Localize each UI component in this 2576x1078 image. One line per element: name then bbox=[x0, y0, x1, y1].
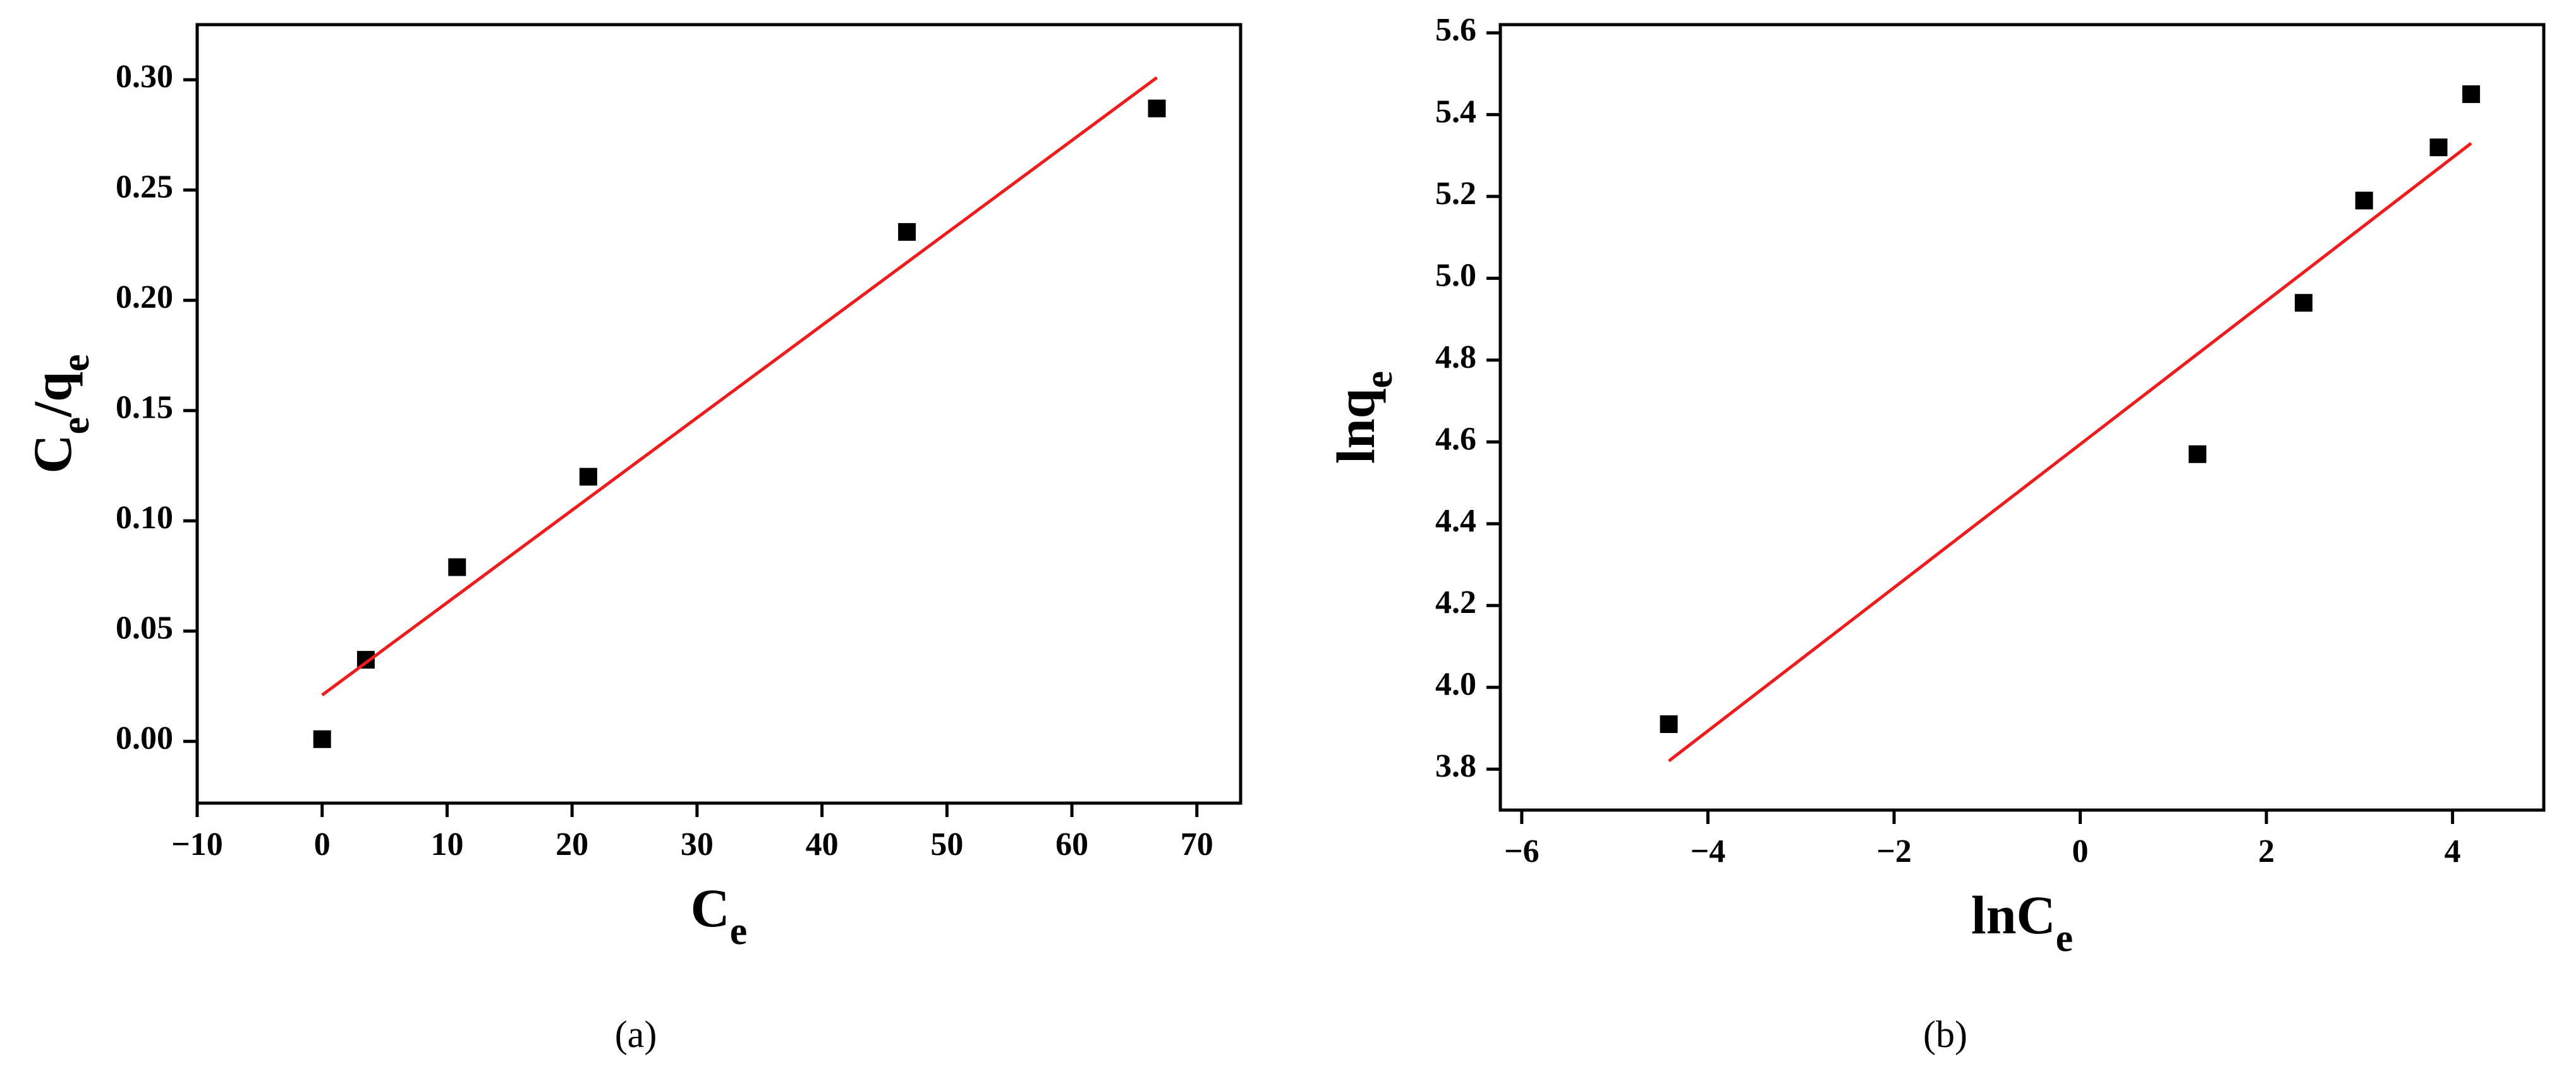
x-tick-label: 4 bbox=[2445, 833, 2461, 869]
y-tick-label: 5.6 bbox=[1435, 12, 1476, 48]
x-axis-label: lnCe bbox=[1971, 885, 2073, 960]
y-tick-label: 4.0 bbox=[1435, 667, 1476, 703]
x-tick-label: 0 bbox=[314, 827, 331, 863]
data-point bbox=[898, 223, 916, 241]
plot-frame bbox=[195, 23, 1242, 805]
caption: (a) bbox=[615, 1014, 657, 1055]
x-tick-label: 70 bbox=[1181, 827, 1213, 863]
data-point bbox=[579, 468, 597, 486]
fit-line bbox=[1668, 142, 2472, 763]
data-point bbox=[448, 558, 466, 576]
x-tick-label: −6 bbox=[1504, 833, 1540, 869]
y-tick-label: 5.2 bbox=[1435, 176, 1476, 212]
y-tick-label: 0.15 bbox=[116, 390, 173, 426]
x-tick-label: 30 bbox=[681, 827, 714, 863]
y-tick-label: 4.2 bbox=[1435, 584, 1476, 621]
data-point bbox=[2189, 445, 2207, 463]
label-part: e bbox=[2056, 917, 2074, 960]
x-tick-label: 0 bbox=[2072, 833, 2089, 869]
y-tick-label: 3.8 bbox=[1435, 748, 1476, 784]
x-tick-label: −2 bbox=[1876, 833, 1912, 869]
y-tick-label: 4.4 bbox=[1435, 503, 1476, 539]
y-tick-label: 0.00 bbox=[116, 720, 173, 756]
x-tick-label: 10 bbox=[430, 827, 463, 863]
chart: −6 −4 −2 0 2 4 3.8 4.0 4.2 4.4 4.6 4.8 5.0 5.2 5.4 5.6 l… bbox=[1325, 12, 2546, 1055]
label-part: /q bbox=[22, 372, 83, 418]
x-axis-label: Ce bbox=[691, 878, 748, 954]
y-tick-label: 0.30 bbox=[116, 59, 173, 95]
y-tick-label: 0.20 bbox=[116, 279, 173, 315]
label-part: e bbox=[54, 417, 97, 435]
fit-line bbox=[321, 76, 1158, 696]
chart: −10 0 10 20 30 40 50 60 70 0.00 0.05 0.10 0.15 0.20 0.… bbox=[22, 23, 1242, 1055]
data-point bbox=[2462, 85, 2481, 104]
y-tick-label: 0.10 bbox=[116, 500, 173, 536]
plot-frame bbox=[1498, 23, 2546, 812]
data-point bbox=[1148, 99, 1166, 118]
label-part: e bbox=[54, 354, 97, 372]
x-tick-label: 2 bbox=[2258, 833, 2275, 869]
x-tick-label: −4 bbox=[1691, 833, 1726, 869]
y-axis-label: lnqe bbox=[1325, 371, 1401, 464]
label-part: C bbox=[691, 878, 730, 938]
x-tick-label: 40 bbox=[806, 827, 839, 863]
label-part: lnq bbox=[1325, 388, 1386, 464]
data-point bbox=[2429, 138, 2448, 157]
data-point bbox=[2295, 294, 2313, 312]
label-part: e bbox=[1358, 371, 1400, 389]
data-point bbox=[1660, 715, 1678, 734]
data-point bbox=[2355, 191, 2373, 210]
y-tick-label: 0.25 bbox=[116, 169, 173, 205]
data-point bbox=[313, 730, 331, 748]
y-tick-label: 0.05 bbox=[116, 610, 173, 646]
label-part: C bbox=[22, 434, 83, 473]
label-part: lnC bbox=[1971, 885, 2056, 945]
y-tick-label: 5.4 bbox=[1435, 94, 1476, 130]
label-part: e bbox=[730, 910, 748, 953]
x-tick-label: 50 bbox=[930, 827, 963, 863]
caption: (b) bbox=[1923, 1014, 1967, 1055]
x-tick-label: 60 bbox=[1055, 827, 1088, 863]
y-tick-label: 4.8 bbox=[1435, 339, 1476, 375]
x-tick-label: 20 bbox=[556, 827, 588, 863]
y-axis-label: Ce/qe bbox=[22, 354, 98, 474]
y-tick-label: 5.0 bbox=[1435, 257, 1476, 293]
x-tick-label: −10 bbox=[171, 827, 223, 863]
y-tick-label: 4.6 bbox=[1435, 421, 1476, 457]
